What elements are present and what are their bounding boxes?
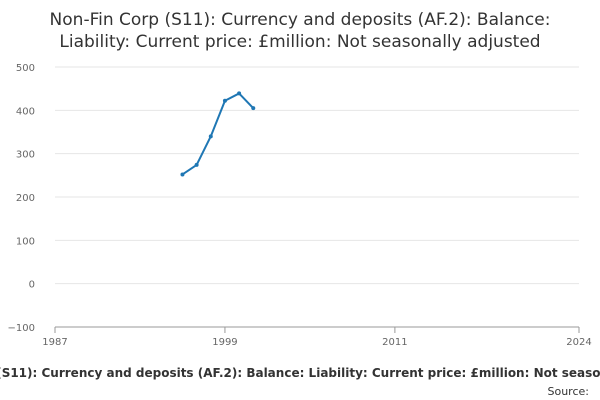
x-tick-label: 1987 [42, 337, 67, 348]
gridlines [55, 66, 579, 328]
y-tick-label: 500 [16, 63, 35, 74]
x-tick-label: 1999 [212, 337, 237, 348]
y-tick-label: 400 [16, 106, 35, 117]
source-label: Source: [548, 385, 590, 398]
y-tick-label: −100 [8, 323, 35, 334]
y-tick-label: 200 [16, 193, 35, 204]
chart-title-line-1: Non-Fin Corp (S11): Currency and deposit… [50, 10, 551, 30]
data-point [180, 172, 185, 177]
x-tick-label: 2024 [566, 337, 591, 348]
legend-series-label: Non-Fin Corp (S11): Currency and deposit… [0, 366, 600, 380]
x-axis: 1987 1999 2011 2024 [42, 326, 592, 348]
y-tick-label: 300 [16, 150, 35, 161]
data-point [194, 162, 199, 167]
data-point [237, 91, 242, 96]
data-point [208, 134, 213, 139]
data-point [222, 98, 227, 103]
x-tick-label: 2011 [382, 337, 407, 348]
y-axis: −100 0 100 200 300 400 500 [8, 63, 35, 334]
series-layer [180, 91, 256, 177]
data-point [251, 106, 256, 111]
y-tick-label: 0 [29, 280, 35, 291]
y-tick-label: 100 [16, 236, 35, 247]
series-line [181, 92, 254, 176]
chart-title-line-2: Liability: Current price: £million: Not … [59, 32, 540, 52]
